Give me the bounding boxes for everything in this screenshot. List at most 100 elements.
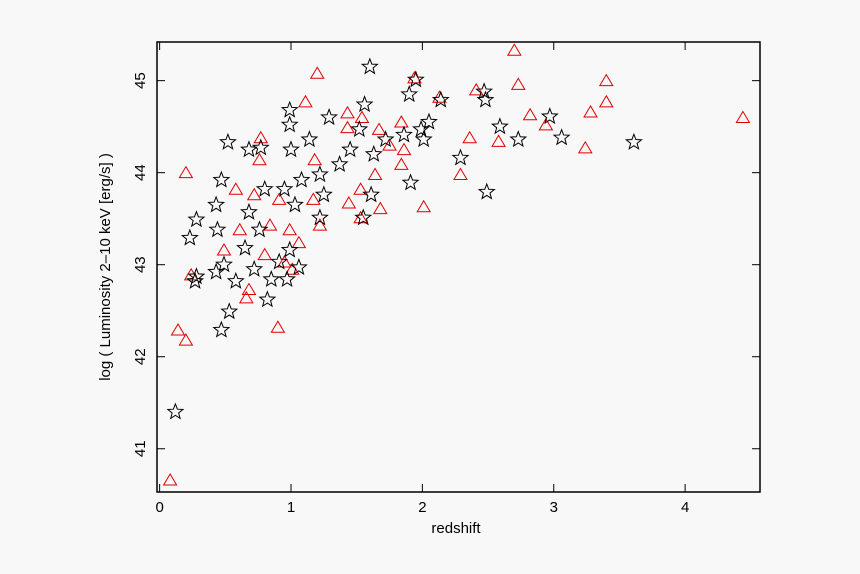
- triangle-point: [491, 134, 506, 147]
- star-point: [250, 220, 269, 238]
- x-tick-label: 4: [681, 499, 689, 516]
- star-point: [310, 208, 329, 226]
- triangle-point: [291, 235, 307, 249]
- triangle-point: [340, 105, 355, 119]
- star-point: [624, 132, 643, 150]
- triangle-point: [393, 115, 409, 128]
- star-point: [292, 170, 311, 188]
- triangle-point: [598, 73, 614, 87]
- triangle-point: [178, 333, 194, 346]
- triangle-point: [416, 199, 432, 213]
- triangle-point: [298, 94, 313, 108]
- triangle-point: [246, 187, 262, 201]
- star-point: [207, 262, 226, 280]
- triangle-point: [354, 110, 370, 123]
- star-point: [208, 220, 227, 238]
- triangle-point: [277, 254, 292, 268]
- y-tick-label: 44: [132, 164, 149, 181]
- triangle-point: [522, 107, 538, 121]
- triangle-point: [309, 66, 325, 79]
- star-point: [255, 179, 274, 197]
- star-point: [552, 128, 571, 146]
- triangle-point: [282, 222, 298, 236]
- star-point: [360, 57, 379, 75]
- star-point: [476, 90, 495, 108]
- star-point: [278, 270, 297, 288]
- triangle-point: [170, 323, 186, 336]
- triangle-point: [216, 242, 232, 256]
- triangle-point: [583, 104, 598, 118]
- x-tick-label: 2: [418, 499, 426, 516]
- triangle-point: [270, 320, 286, 333]
- triangle-point: [393, 157, 409, 170]
- star-point: [400, 85, 419, 103]
- star-point: [212, 320, 231, 338]
- star-point: [350, 120, 369, 138]
- plot-frame: [156, 41, 761, 493]
- triangle-point: [341, 196, 357, 209]
- triangle-point: [372, 201, 388, 215]
- star-point: [354, 208, 373, 226]
- star-point: [310, 165, 329, 183]
- triangle-point: [241, 282, 257, 296]
- triangle-point: [396, 142, 412, 156]
- star-point: [362, 185, 381, 203]
- triangle-point: [506, 43, 522, 56]
- triangle-point: [371, 122, 387, 135]
- y-axis-label: log ( Luminosity 2–10 keV [erg/s] ): [97, 153, 114, 381]
- star-point: [509, 130, 528, 148]
- triangle-point: [538, 117, 554, 131]
- star-point: [406, 70, 425, 88]
- star-point: [187, 267, 206, 285]
- star-point: [282, 140, 300, 158]
- star-point: [166, 402, 185, 420]
- star-point: [226, 271, 245, 289]
- triangle-point: [257, 247, 273, 261]
- star-point: [451, 148, 470, 166]
- star-point: [314, 185, 333, 203]
- triangle-point: [305, 192, 321, 205]
- triangle-point: [228, 182, 244, 195]
- star-point: [240, 202, 258, 220]
- star-point: [251, 138, 270, 156]
- star-point: [330, 154, 349, 172]
- triangle-point: [232, 222, 248, 236]
- star-point: [212, 170, 231, 188]
- star-point: [280, 115, 299, 133]
- star-point: [395, 125, 413, 143]
- triangle-point: [367, 167, 383, 181]
- triangle-point: [382, 138, 397, 151]
- star-point: [341, 140, 360, 158]
- triangle-point: [510, 77, 526, 90]
- y-tick-label: 43: [132, 256, 149, 273]
- star-point: [300, 130, 319, 148]
- star-point: [419, 112, 438, 130]
- y-tick-label: 41: [132, 440, 149, 457]
- star-point: [477, 182, 496, 200]
- x-tick-label: 3: [550, 499, 558, 516]
- triangle-point: [238, 290, 254, 304]
- star-point: [280, 100, 299, 118]
- star-point: [431, 90, 450, 108]
- y-tick-label: 42: [132, 348, 149, 365]
- star-point: [401, 173, 420, 191]
- star-point: [280, 240, 299, 258]
- star-point: [240, 140, 258, 158]
- star-point: [245, 259, 264, 277]
- star-point: [289, 258, 308, 276]
- star-point: [355, 95, 374, 113]
- star-point: [320, 108, 339, 126]
- star-point: [187, 210, 206, 228]
- triangle-point: [462, 130, 478, 144]
- star-point: [285, 195, 304, 213]
- star-point: [275, 179, 294, 197]
- star-point: [220, 302, 239, 320]
- star-point: [490, 117, 509, 135]
- star-point: [180, 228, 199, 246]
- star-point: [186, 271, 205, 289]
- x-tick-label: 1: [287, 499, 295, 516]
- star-point: [412, 120, 431, 138]
- triangle-point: [735, 110, 751, 123]
- star-point: [540, 107, 559, 125]
